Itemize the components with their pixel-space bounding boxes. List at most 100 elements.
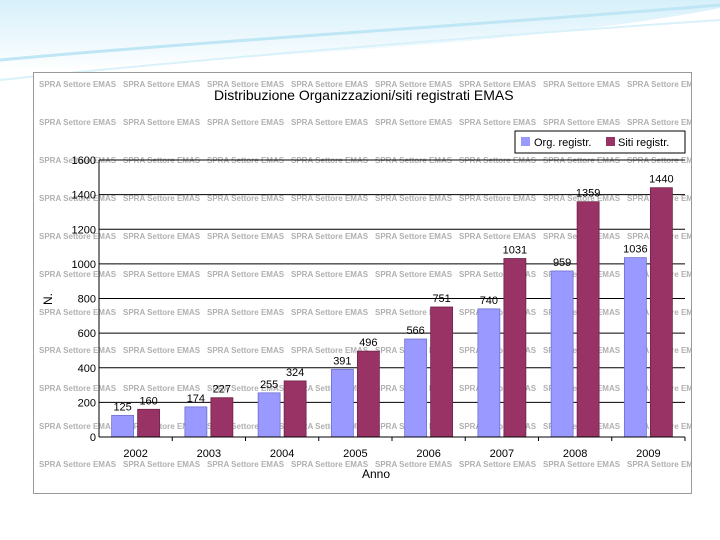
watermark-text: SPRA Settore EMAS bbox=[207, 460, 285, 469]
x-tick-label: 2007 bbox=[490, 448, 514, 460]
bar-org bbox=[111, 414, 135, 438]
y-tick-label: 1000 bbox=[72, 259, 96, 271]
slide-banner bbox=[0, 0, 720, 81]
watermark-text: SPRA Settore EMAS bbox=[291, 270, 369, 279]
y-axis-label: N. bbox=[41, 293, 55, 305]
y-tick-label: 200 bbox=[78, 397, 96, 409]
y-tick-label: 600 bbox=[78, 328, 96, 340]
watermark-text: SPRA Settore EMAS bbox=[207, 118, 285, 127]
watermark-text: SPRA Settore EMAS bbox=[459, 80, 537, 89]
watermark-text: SPRA Settore EMAS bbox=[291, 80, 369, 89]
data-label-org: 1036 bbox=[623, 244, 647, 256]
legend-label-siti: Siti registr. bbox=[618, 137, 669, 149]
watermark-text: SPRA Settore EMAS bbox=[123, 194, 201, 203]
watermark-text: SPRA Settore EMAS bbox=[543, 194, 621, 203]
bar-org bbox=[330, 368, 354, 438]
data-label-siti: 1440 bbox=[649, 174, 673, 186]
data-label-siti: 496 bbox=[359, 337, 377, 349]
y-tick-label: 1600 bbox=[72, 155, 96, 167]
data-label-siti: 324 bbox=[286, 367, 304, 379]
data-label-org: 391 bbox=[333, 355, 351, 367]
data-label-org: 125 bbox=[113, 401, 131, 413]
watermark-text: SPRA Settore EMAS bbox=[375, 194, 453, 203]
x-tick-label: 2009 bbox=[636, 448, 660, 460]
watermark-text: SPRA Settore EMAS bbox=[543, 460, 621, 469]
y-tick-label: 0 bbox=[90, 432, 96, 444]
y-tick-label: 800 bbox=[78, 294, 96, 306]
bar-siti bbox=[576, 201, 600, 438]
watermark-text: SPRA Settore EMAS bbox=[459, 118, 537, 127]
data-label-org: 959 bbox=[553, 257, 571, 269]
bar-org bbox=[404, 338, 428, 438]
bar-siti bbox=[503, 258, 527, 438]
watermark-text: SPRA Settore EMAS bbox=[39, 270, 117, 279]
chart-frame: SPRA Settore EMAS SPRA Settore EMAS SPRA S… bbox=[33, 72, 692, 494]
data-label-org: 255 bbox=[260, 379, 278, 391]
data-label-org: 174 bbox=[187, 393, 205, 405]
watermark-text: SPRA Settore EMAS bbox=[207, 308, 285, 317]
watermark-text: SPRA Settore EMAS bbox=[39, 232, 117, 241]
data-labels: 125 160 174 227 255 324 391 496 566 751 740 1031 959… bbox=[113, 174, 673, 414]
watermark-text: SPRA Settore EMAS bbox=[123, 232, 201, 241]
watermark-text: SPRA Settore EMAS bbox=[291, 232, 369, 241]
watermark-text: SPRA Settore EMAS bbox=[207, 80, 285, 89]
bar-siti bbox=[283, 380, 307, 438]
watermark-text: SPRA Settore EMAS bbox=[627, 80, 691, 89]
watermark-text: SPRA Settore EMAS bbox=[123, 80, 201, 89]
y-tick-label: 400 bbox=[78, 363, 96, 375]
x-tick-label: 2004 bbox=[270, 448, 294, 460]
watermark-text: SPRA Settore EMAS bbox=[627, 118, 691, 127]
watermark-text: SPRA Settore EMAS bbox=[123, 346, 201, 355]
watermark-text: SPRA Settore EMAS bbox=[375, 308, 453, 317]
bar-chart: SPRA Settore EMAS SPRA Settore EMAS SPRA S… bbox=[39, 80, 691, 481]
watermark-text: SPRA Settore EMAS bbox=[39, 156, 117, 165]
watermark-text: SPRA Settore EMAS bbox=[207, 384, 285, 393]
watermark-text: SPRA Settore EMAS bbox=[459, 270, 537, 279]
watermark-text: SPRA Settore EMAS bbox=[123, 118, 201, 127]
bar-siti bbox=[356, 350, 380, 438]
watermark-text: SPRA Settore EMAS bbox=[123, 384, 201, 393]
bar-org bbox=[550, 270, 574, 438]
y-tick-label: 1400 bbox=[72, 190, 96, 202]
watermark-text: SPRA Settore EMAS bbox=[291, 384, 369, 393]
axes: 0 200 400 600 800 1000 1200 1400 1600 2002 2003 200… bbox=[72, 155, 686, 460]
bar-org bbox=[257, 392, 281, 438]
x-tick-label: 2006 bbox=[416, 448, 440, 460]
watermark-text: SPRA Settore EMAS bbox=[207, 422, 285, 431]
watermark-text: SPRA Settore EMAS bbox=[375, 460, 453, 469]
watermark-text: SPRA Settore EMAS bbox=[375, 270, 453, 279]
watermark-text: SPRA Settore EMAS bbox=[543, 80, 621, 89]
bar-siti bbox=[210, 397, 234, 438]
legend-box bbox=[514, 130, 686, 154]
watermark-text: SPRA Settore EMAS bbox=[459, 194, 537, 203]
y-tick-label: 1200 bbox=[72, 224, 96, 236]
x-tick-label: 2002 bbox=[123, 448, 147, 460]
data-label-siti: 751 bbox=[432, 293, 450, 305]
bar-org bbox=[623, 257, 647, 438]
watermark-text: SPRA Settore EMAS bbox=[39, 460, 117, 469]
legend: Org. registr. Siti registr. bbox=[514, 130, 686, 154]
bar-org bbox=[184, 406, 208, 438]
data-label-siti: 160 bbox=[139, 395, 157, 407]
watermark-text: SPRA Settore EMAS bbox=[207, 346, 285, 355]
watermark-text: SPRA Settore EMAS bbox=[123, 460, 201, 469]
data-label-siti: 227 bbox=[213, 384, 231, 396]
watermark-text: SPRA Settore EMAS bbox=[39, 422, 117, 431]
x-tick-label: 2005 bbox=[343, 448, 367, 460]
legend-label-org: Org. registr. bbox=[534, 137, 591, 149]
watermark-text: SPRA Settore EMAS bbox=[123, 308, 201, 317]
watermark-text: SPRA Settore EMAS bbox=[291, 422, 369, 431]
watermark-text: SPRA Settore EMAS bbox=[375, 118, 453, 127]
watermark-text: SPRA Settore EMAS bbox=[123, 270, 201, 279]
watermark-text: SPRA Settore EMAS bbox=[375, 232, 453, 241]
watermark-text: SPRA Settore EMAS bbox=[39, 118, 117, 127]
bar-siti bbox=[430, 306, 454, 438]
watermark-text: SPRA Settore EMAS bbox=[459, 460, 537, 469]
watermark-text: SPRA Settore EMAS bbox=[207, 194, 285, 203]
watermark-text: SPRA Settore EMAS bbox=[39, 194, 117, 203]
bar-siti bbox=[137, 408, 161, 438]
watermark-text: SPRA Settore EMAS bbox=[207, 232, 285, 241]
legend-swatch-org bbox=[521, 137, 530, 146]
watermark-text: SPRA Settore EMAS bbox=[39, 384, 117, 393]
watermark-text: SPRA Settore EMAS bbox=[207, 270, 285, 279]
